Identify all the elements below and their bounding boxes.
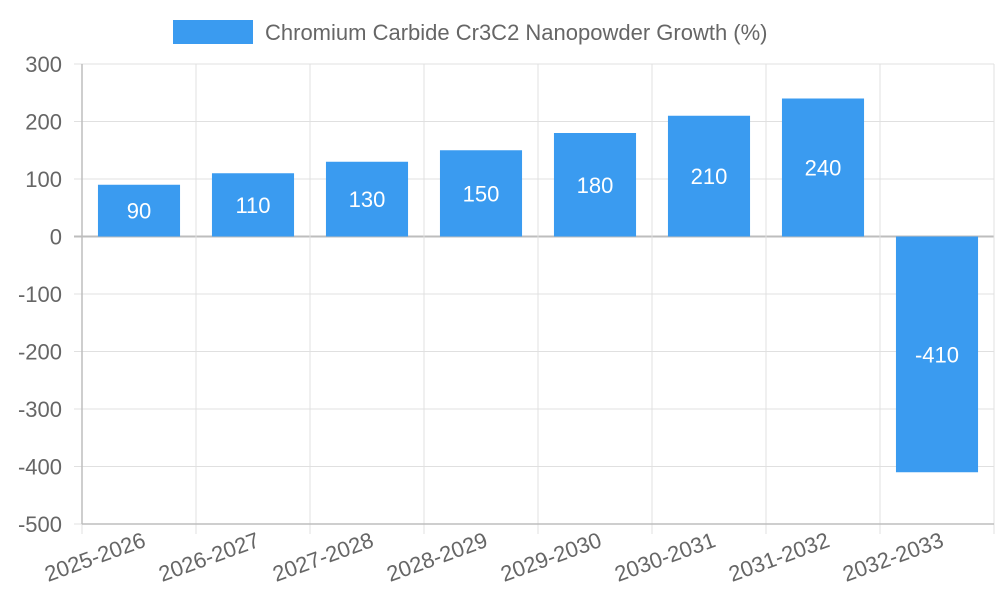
y-tick-label: 200: [25, 110, 62, 135]
bar: [97, 184, 181, 237]
data-labels: 90 110 130 150 180 210 240 -410: [127, 156, 959, 368]
bar-value-label: 180: [577, 173, 614, 198]
bar: [211, 173, 295, 237]
bar: [781, 98, 865, 237]
x-tick-label: 2030-2031: [611, 527, 718, 586]
x-tick-label: 2032-2033: [839, 527, 946, 586]
y-tick-label: -200: [18, 340, 62, 365]
legend: Chromium Carbide Cr3C2 Nanopowder Growth…: [173, 20, 768, 45]
x-tick-label: 2031-2032: [725, 527, 832, 586]
gridlines: [74, 63, 995, 534]
bar: [667, 115, 751, 237]
bar: [439, 150, 523, 237]
bar: [553, 133, 637, 237]
y-tick-label: -100: [18, 282, 62, 307]
bar-value-label: -410: [915, 342, 959, 367]
x-tick-label: 2027-2028: [269, 527, 376, 586]
y-axis: 300 200 100 0 -100 -200 -300 -400 -500: [18, 52, 83, 537]
bars: [97, 98, 979, 473]
y-tick-label: -400: [18, 455, 62, 480]
x-tick-label: 2026-2027: [155, 527, 262, 586]
bar: [325, 161, 409, 237]
bar-value-label: 130: [349, 187, 386, 212]
y-tick-label: 100: [25, 167, 62, 192]
legend-swatch: [173, 20, 253, 44]
x-tick-label: 2029-2030: [497, 527, 604, 586]
bar-value-label: 210: [691, 164, 728, 189]
legend-label: Chromium Carbide Cr3C2 Nanopowder Growth…: [265, 20, 768, 45]
bar-value-label: 110: [235, 193, 270, 218]
y-tick-label: 0: [50, 225, 62, 250]
bar-value-label: 240: [805, 156, 842, 181]
x-axis: 2025-2026 2026-2027 2027-2028 2028-2029 2029…: [41, 523, 994, 587]
x-tick-label: 2028-2029: [383, 527, 490, 586]
y-tick-label: 300: [25, 52, 62, 77]
bar: [895, 236, 979, 473]
bar-value-label: 150: [463, 181, 500, 206]
y-tick-label: -300: [18, 397, 62, 422]
bar-value-label: 90: [127, 199, 151, 224]
y-tick-label: -500: [18, 512, 62, 537]
